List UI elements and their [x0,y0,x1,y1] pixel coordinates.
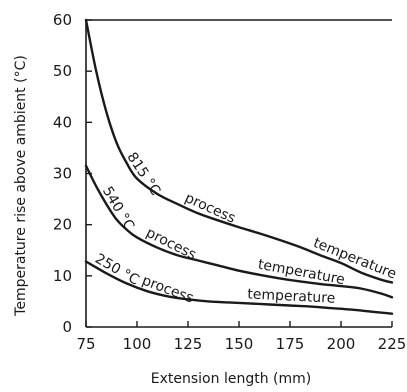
x-tick-label: 200 [327,335,356,353]
curve-label: temperature [247,286,336,306]
x-tick-label: 150 [225,335,254,353]
curve-label: 540 °C [99,184,137,234]
y-axis-title: Temperature rise above ambient (°C) [13,55,29,317]
x-tick-label: 175 [276,335,305,353]
curve-label: 815 °C [123,150,163,199]
y-tick-label: 30 [53,165,72,183]
curve-label: temperature [257,257,346,289]
y-tick-label: 20 [53,216,72,234]
series-lines [84,18,394,315]
x-tick-label: 75 [76,335,95,353]
curve-label: process [140,273,196,307]
y-tick-label: 10 [53,267,72,285]
series-line [84,18,394,284]
y-tick-label: 40 [53,113,72,131]
y-ticks: 0 10 20 30 40 50 60 [53,11,92,336]
y-tick-label: 60 [53,11,72,29]
y-tick-label: 50 [53,62,72,80]
series-line [84,164,394,299]
series-line [84,260,394,315]
x-tick-label: 125 [174,335,203,353]
x-axis-title: Extension length (mm) [151,371,311,387]
x-tick-label: 225 [378,335,407,353]
curve-label: process [182,190,238,227]
y-tick-label: 0 [62,318,72,336]
x-ticks: 75 100 125 150 175 200 225 [76,321,406,353]
x-tick-label: 100 [123,335,152,353]
